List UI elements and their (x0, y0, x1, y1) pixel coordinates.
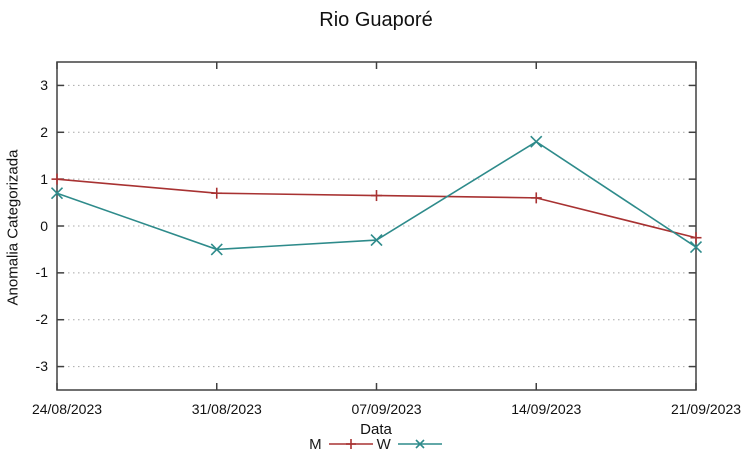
legend-item-M: M (309, 436, 374, 453)
marker-cross (530, 135, 543, 148)
legend-label: W (376, 435, 391, 453)
legend-item-W: W (377, 436, 443, 453)
chart-title: Rio Guaporé (319, 9, 433, 31)
x-tick-label: 31/08/2023 (191, 401, 262, 417)
y-tick-label: -1 (35, 264, 48, 281)
y-tick-label: 2 (40, 123, 48, 140)
y-tick-label: 0 (40, 217, 48, 234)
x-tick-label: 07/09/2023 (351, 401, 422, 417)
marker-cross (50, 187, 64, 200)
marker-cross (689, 241, 703, 254)
x-tick-label: 21/09/2023 (670, 401, 742, 417)
legend-sample-line (328, 439, 373, 449)
series-line-M (56, 178, 697, 239)
marker-cross (210, 243, 223, 256)
x-tick-label: 14/09/2023 (511, 401, 582, 417)
x-tick-label: 24/08/2023 (31, 401, 103, 417)
legend-label: M (309, 435, 322, 453)
y-tick-label: -2 (35, 311, 48, 328)
marker-cross (370, 233, 383, 247)
x-axis-label: Data (360, 421, 392, 438)
legend-sample-line (397, 439, 442, 449)
y-tick-label: -3 (35, 358, 48, 375)
y-tick-label: 1 (40, 170, 48, 187)
axis-border (56, 61, 697, 391)
y-tick-label: 3 (40, 76, 48, 93)
